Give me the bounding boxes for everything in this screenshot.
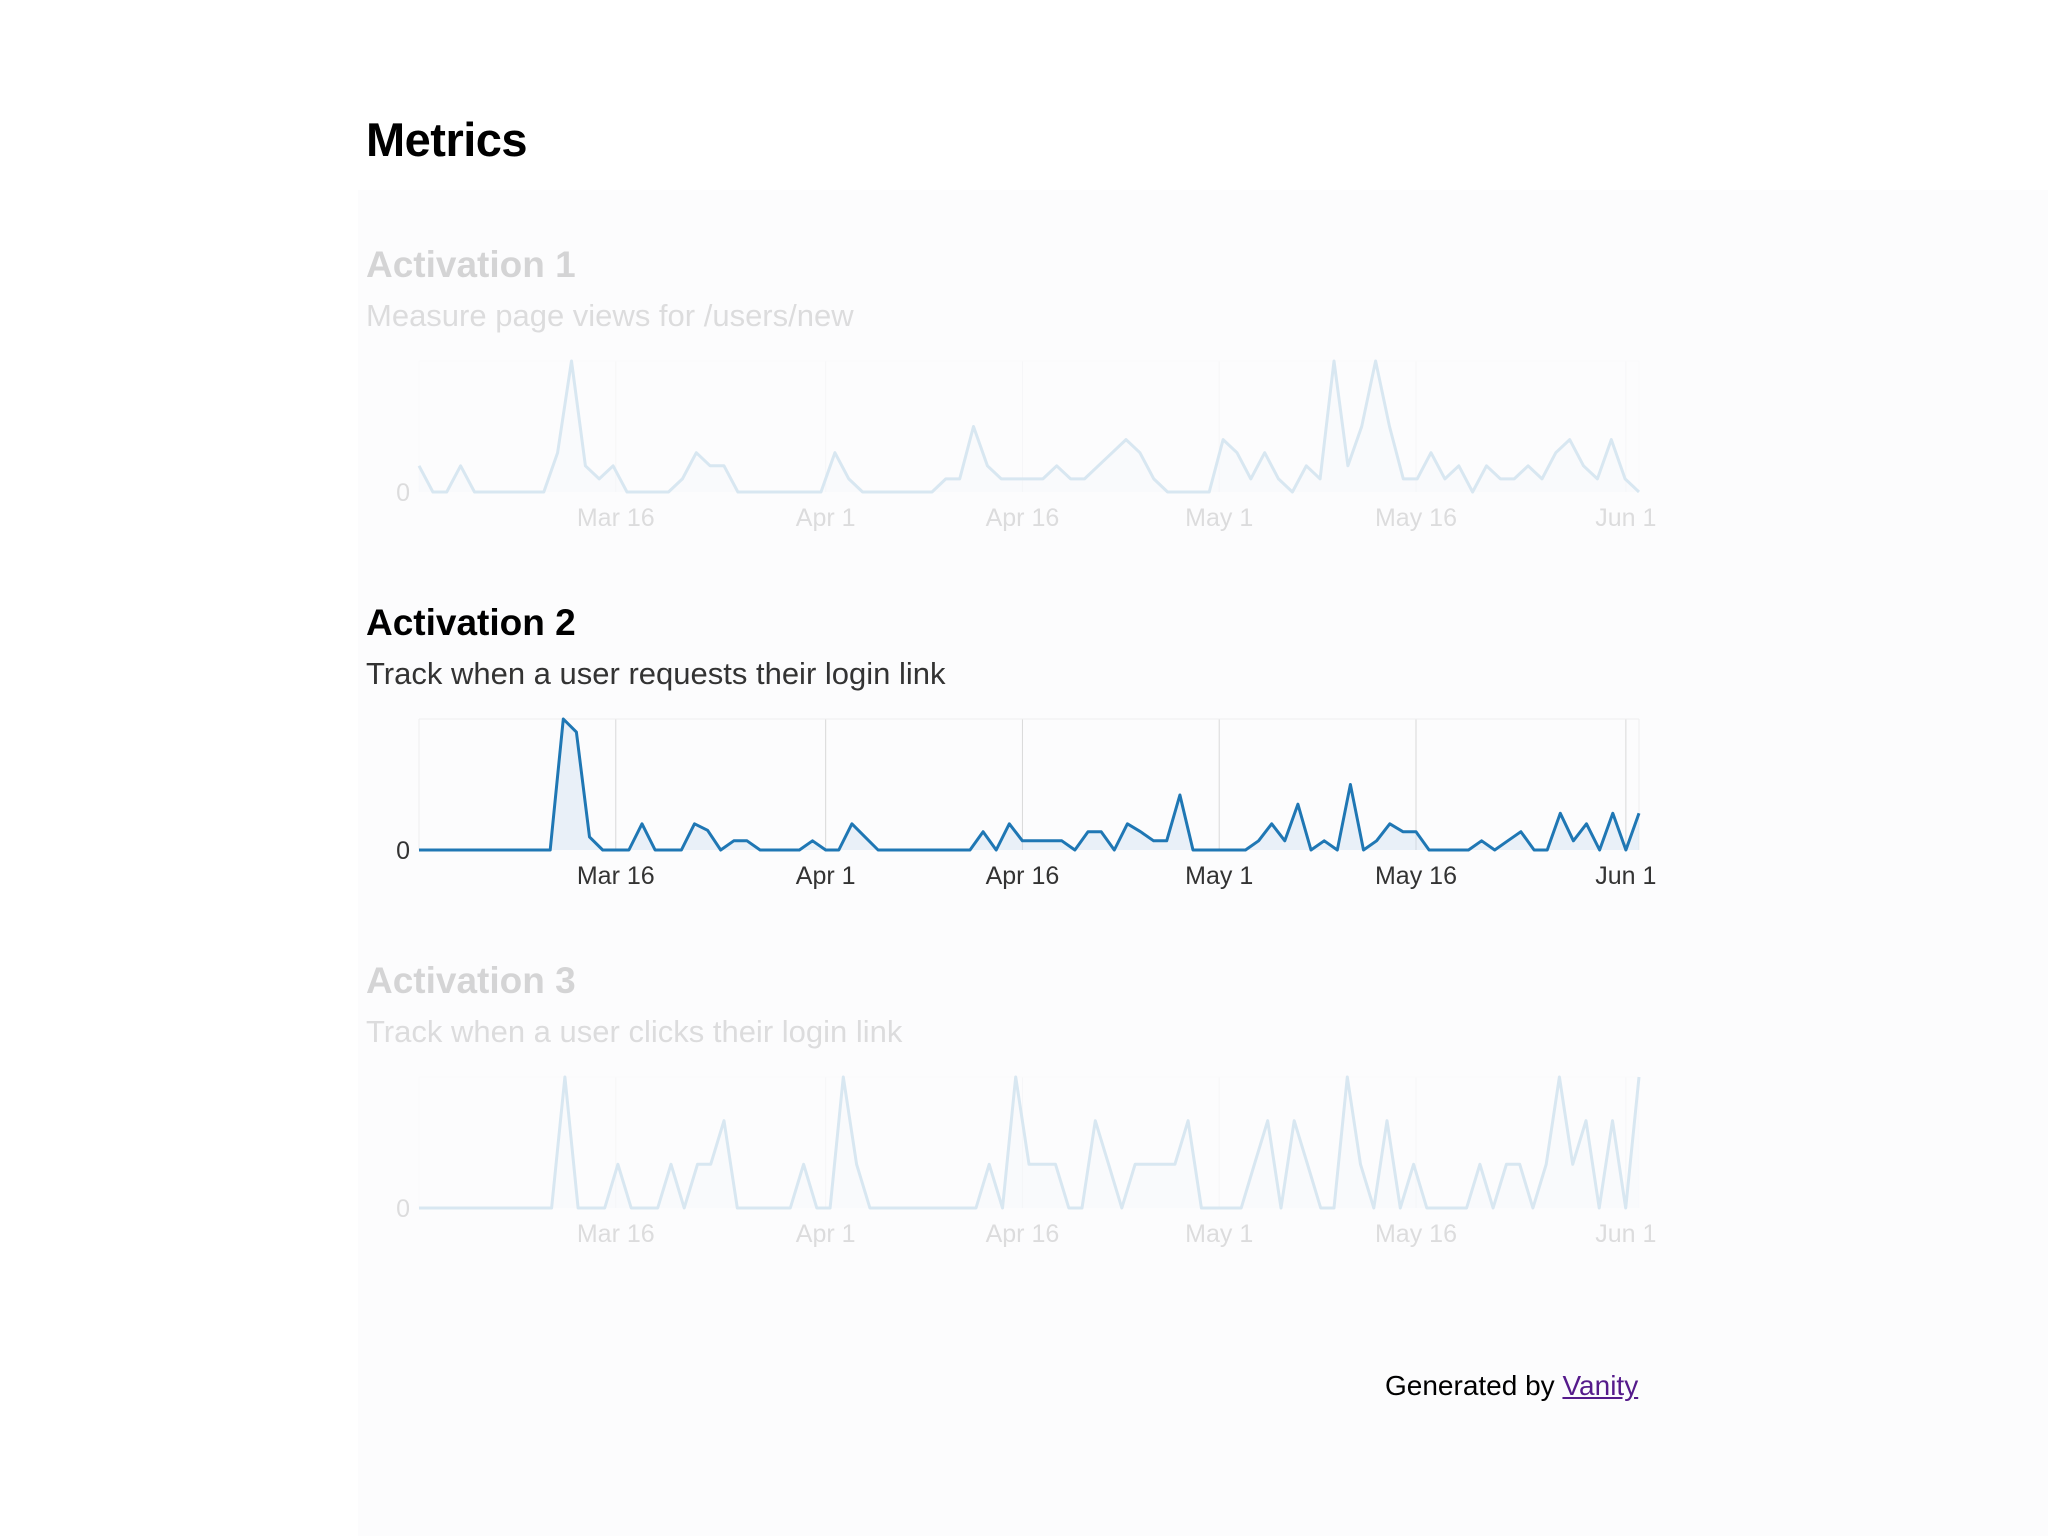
x-tick-label: May 16 bbox=[1375, 1220, 1457, 1248]
metric-description: Measure page views for /users/new bbox=[366, 298, 854, 333]
x-tick-label: Apr 1 bbox=[796, 862, 856, 890]
series-line bbox=[419, 1075, 1641, 1210]
x-tick-label: May 1 bbox=[1185, 504, 1253, 532]
metric-name: Activation 2 bbox=[366, 602, 576, 643]
x-tick-label: May 1 bbox=[1185, 862, 1253, 890]
x-tick-label: Jun 1 bbox=[1595, 1220, 1656, 1248]
x-tick-label: May 16 bbox=[1375, 862, 1457, 890]
vanity-link[interactable]: Vanity bbox=[1562, 1370, 1639, 1401]
x-tick-label: May 1 bbox=[1185, 1220, 1253, 1248]
x-tick-label: May 16 bbox=[1375, 504, 1457, 532]
series-line bbox=[417, 359, 1641, 494]
x-tick-label: Apr 1 bbox=[796, 504, 856, 532]
x-tick-label: Apr 1 bbox=[796, 1220, 856, 1248]
y-tick-label: 0 bbox=[396, 479, 410, 507]
x-tick-label: Apr 16 bbox=[986, 862, 1060, 890]
series-line bbox=[419, 717, 1641, 852]
x-tick-label: Mar 16 bbox=[577, 504, 655, 532]
metric-chart-activation-1: 0 Mar 16 Apr 1 Apr 16 May 1 May 16 Jun 1 bbox=[396, 359, 1656, 532]
footer-prefix: Generated by bbox=[1385, 1370, 1563, 1401]
content-background bbox=[358, 190, 2048, 1536]
metric-chart-activation-3: 0 Mar 16 Apr 1 Apr 16 May 1 May 16 Jun 1 bbox=[396, 1075, 1656, 1248]
x-tick-label: Jun 1 bbox=[1595, 862, 1656, 890]
x-tick-label: Jun 1 bbox=[1595, 504, 1656, 532]
page-title: Metrics bbox=[366, 113, 528, 166]
metric-name: Activation 3 bbox=[366, 960, 576, 1001]
series-area bbox=[419, 1077, 1639, 1208]
series-area bbox=[419, 361, 1639, 492]
metric-description: Track when a user clicks their login lin… bbox=[366, 1014, 903, 1049]
metric-name: Activation 1 bbox=[366, 244, 576, 285]
metric-chart-activation-2: 0 Mar 16 Apr 1 Apr 16 May 1 May 16 Jun 1 bbox=[396, 717, 1656, 890]
series-area bbox=[419, 719, 1639, 850]
metric-description: Track when a user requests their login l… bbox=[366, 656, 946, 691]
x-tick-label: Apr 16 bbox=[986, 504, 1060, 532]
y-tick-label: 0 bbox=[396, 1195, 410, 1223]
x-tick-label: Mar 16 bbox=[577, 862, 655, 890]
x-tick-label: Apr 16 bbox=[986, 1220, 1060, 1248]
x-tick-label: Mar 16 bbox=[577, 1220, 655, 1248]
footer: Generated by Vanity bbox=[1385, 1370, 1638, 1402]
y-tick-label: 0 bbox=[396, 837, 410, 865]
